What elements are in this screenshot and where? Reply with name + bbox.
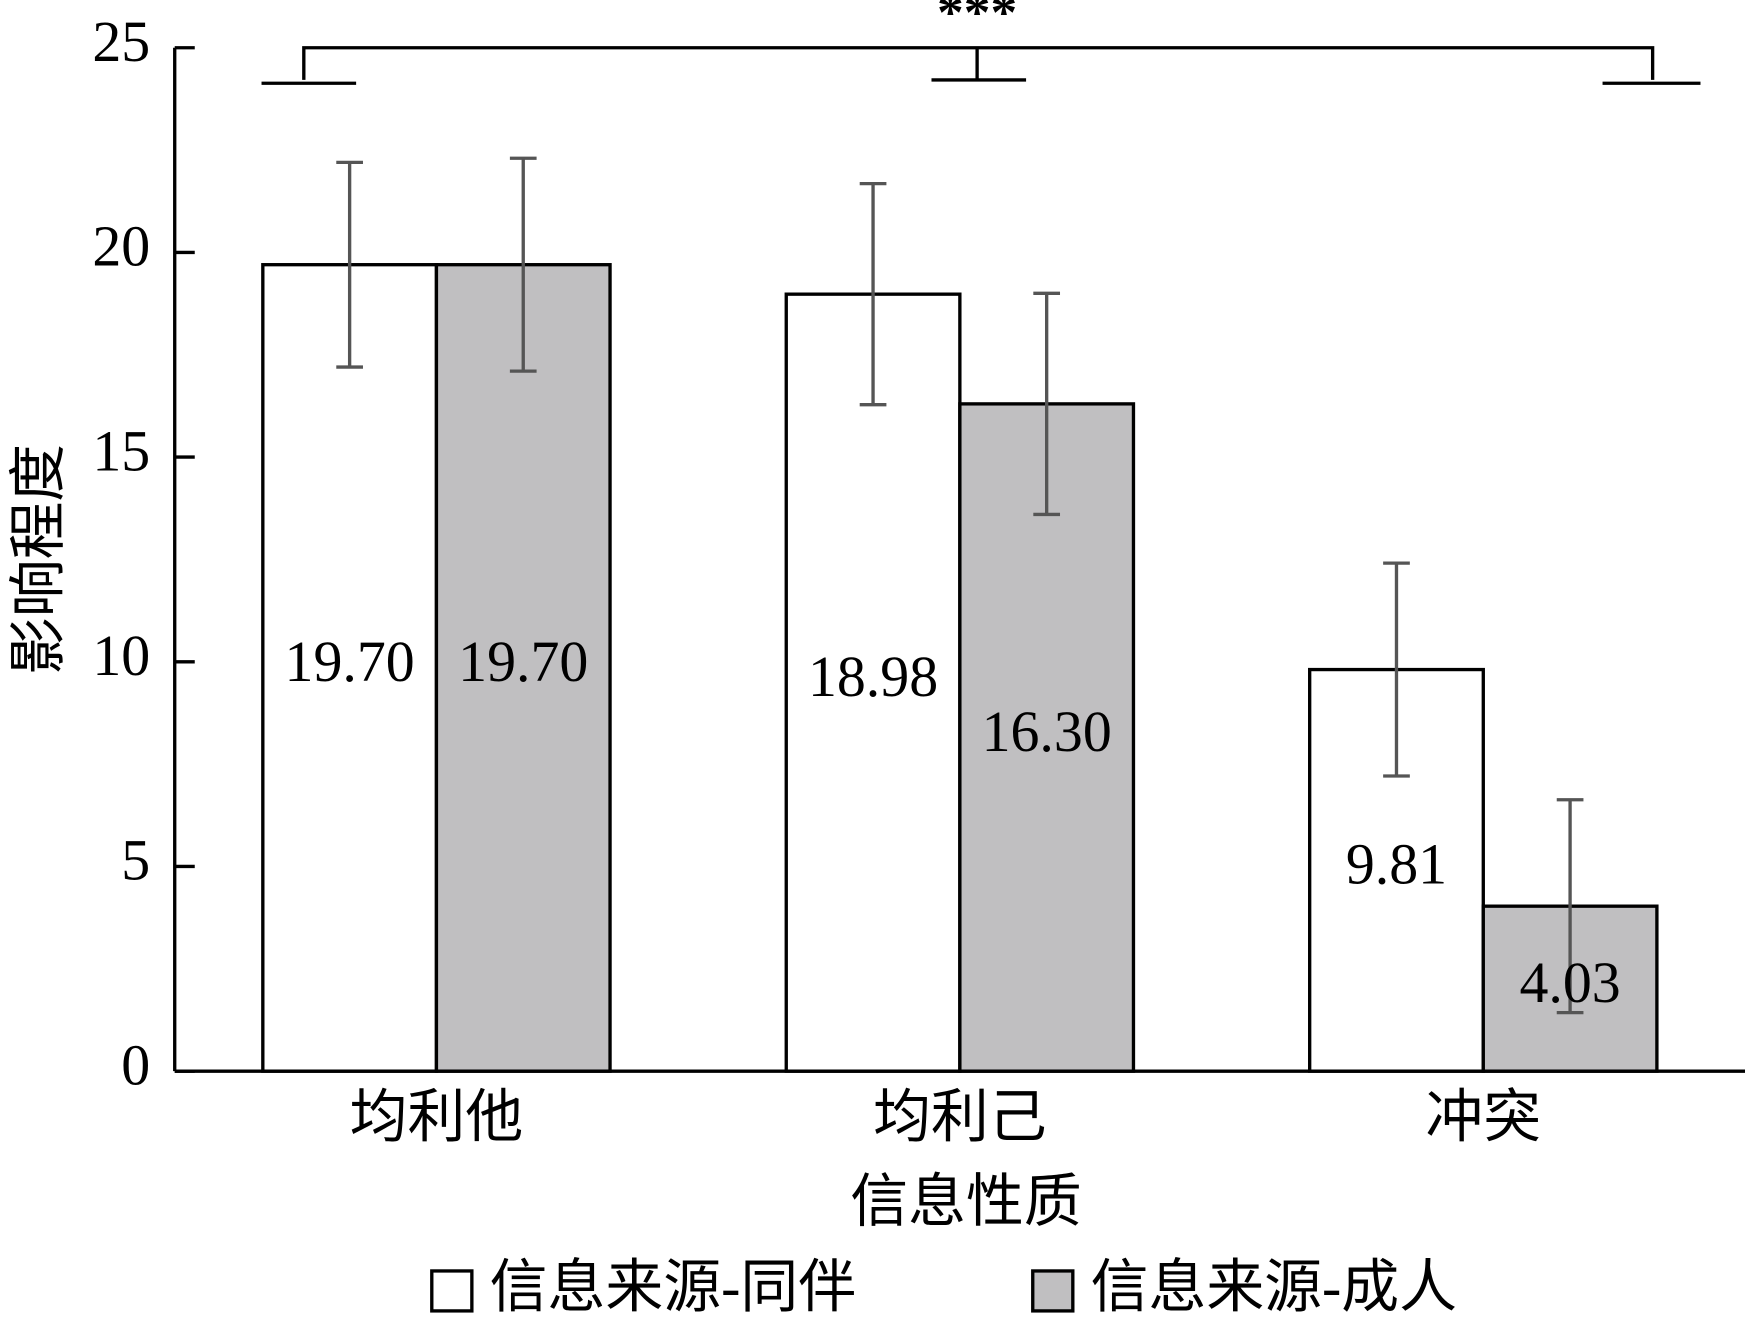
significance-bracket: [261, 46, 1701, 85]
error-bar: [859, 181, 887, 407]
x-tick-label: 均利他: [350, 1086, 524, 1150]
error-bar: [1383, 561, 1410, 778]
error-bar: [336, 160, 363, 369]
y-tick-label: 20: [92, 215, 150, 279]
data-label: 18.98: [808, 645, 938, 709]
legend-swatch: [430, 1269, 474, 1313]
x-tick-label: 均利己: [873, 1086, 1047, 1150]
legend-label: 信息来源-成人: [1091, 1255, 1457, 1319]
y-tick-label: 25: [92, 10, 150, 74]
data-label: 9.81: [1346, 833, 1447, 897]
error-bar: [1033, 291, 1061, 517]
y-tick-label: 15: [92, 419, 150, 483]
data-label: 19.70: [458, 630, 588, 694]
error-bar: [1556, 798, 1584, 1015]
bar: [434, 263, 612, 1073]
x-tick-label: 冲突: [1425, 1086, 1541, 1150]
data-label: 19.70: [285, 630, 415, 694]
y-axis-label: 影响程度: [7, 444, 71, 675]
y-tick-label: 5: [121, 829, 150, 893]
data-label: 16.30: [982, 700, 1112, 764]
x-axis-label: 信息性质: [850, 1170, 1081, 1234]
error-bar: [509, 156, 537, 373]
data-label: 4.03: [1519, 951, 1620, 1015]
significance-annotation: ***: [937, 0, 1017, 42]
y-tick-label: 0: [121, 1033, 150, 1097]
legend-swatch: [1031, 1269, 1075, 1313]
legend-label: 信息来源-同伴: [490, 1255, 856, 1319]
y-tick-label: 10: [92, 624, 150, 688]
